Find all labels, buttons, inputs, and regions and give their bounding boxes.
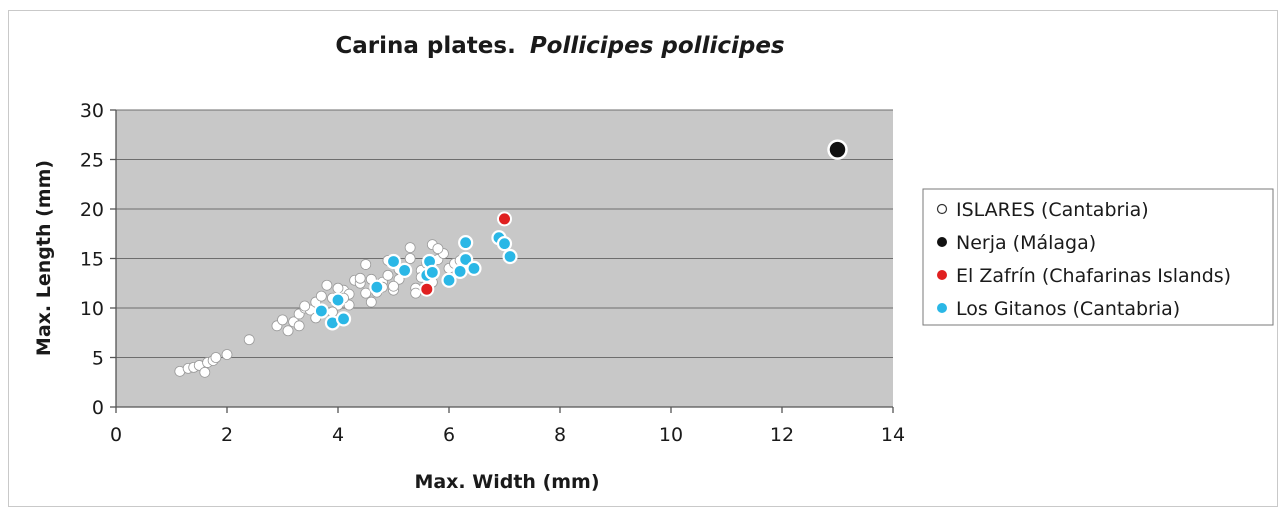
legend-label-3: Los Gitanos (Cantabria) [956, 298, 1180, 320]
x-tick-label-10: 10 [659, 424, 683, 446]
y-axis-title: Max. Length (mm) [33, 160, 55, 356]
data-point-s0-12 [282, 325, 294, 337]
data-point-s0-55 [404, 253, 416, 264]
data-point-s0-46 [360, 287, 372, 299]
data-point-s3-13 [458, 251, 474, 268]
chart-title-main: Carina plates. [335, 33, 515, 59]
data-point-s0-49 [410, 287, 422, 299]
x-tick-label-12: 12 [770, 424, 794, 446]
data-point-s3-2 [330, 292, 346, 308]
data-points [174, 139, 848, 378]
legend-label-1: Nerja (Málaga) [956, 232, 1096, 254]
data-point-s0-27 [365, 296, 377, 308]
legend-marker-0 [936, 203, 948, 215]
data-point-s3-3 [335, 311, 352, 327]
x-tick-label-2: 2 [221, 424, 233, 446]
data-point-s3-16 [496, 236, 513, 252]
data-point-s0-9 [243, 334, 255, 346]
data-point-s2-0 [419, 281, 435, 297]
data-point-s3-6 [397, 262, 413, 278]
data-point-s0-19 [321, 279, 333, 291]
x-axis-title: Max. Width (mm) [414, 471, 599, 493]
data-point-s3-9 [424, 264, 440, 280]
chart-title-species: Pollicipes pollicipes [530, 33, 785, 59]
data-point-s0-60 [388, 280, 399, 292]
data-point-s3-10 [441, 272, 457, 288]
x-tick-label-14: 14 [881, 424, 905, 446]
data-point-s0-57 [299, 300, 311, 312]
y-tick-label-25: 25 [80, 150, 104, 172]
data-point-s0-52 [332, 282, 344, 294]
legend-marker-1 [937, 237, 947, 247]
y-tick-label-10: 10 [80, 298, 104, 320]
data-point-s3-11 [452, 263, 468, 279]
data-point-s3-4 [369, 279, 385, 295]
y-tick-label-0: 0 [92, 397, 104, 419]
data-point-s0-34 [404, 242, 416, 254]
data-point-s0-18 [315, 290, 327, 302]
data-point-s0-42 [293, 320, 305, 332]
tick-labels: 0 5 10 15 20 25 30 0 2 4 6 8 10 12 14 [80, 100, 905, 446]
data-point-s0-53 [354, 272, 366, 284]
data-point-s0-11 [277, 314, 288, 326]
data-point-s0-26 [360, 259, 372, 270]
data-point-s0-8 [221, 349, 233, 360]
legend-label-2: El Zafrín (Chafarinas Islands) [956, 265, 1231, 287]
y-tick-label-20: 20 [80, 199, 104, 221]
y-tick-label-5: 5 [92, 348, 104, 370]
data-point-s3-5 [385, 253, 402, 270]
x-tick-label-6: 6 [443, 424, 455, 446]
data-point-s3-12 [458, 235, 474, 251]
data-point-s0-56 [432, 243, 444, 255]
axes [110, 109, 894, 413]
data-point-s3-14 [466, 260, 482, 276]
legend-marker-3 [937, 303, 947, 313]
chart-title: Carina plates. Pollicipes pollicipes [335, 33, 784, 59]
legend-box [922, 188, 1274, 326]
y-tick-label-15: 15 [80, 249, 104, 271]
data-point-s0-4 [199, 366, 211, 378]
data-point-s2-1 [497, 211, 512, 227]
data-point-s0-30 [382, 269, 394, 281]
legend: ISLARES (Cantabria) Nerja (Málaga) El Zafr… [922, 188, 1274, 326]
x-tick-label-0: 0 [110, 424, 122, 446]
data-point-s3-0 [313, 303, 329, 319]
data-point-s0-7 [210, 352, 222, 363]
x-tick-label-4: 4 [332, 424, 344, 446]
y-tick-label-30: 30 [80, 100, 104, 122]
legend-label-0: ISLARES (Cantabria) [956, 199, 1149, 221]
x-tick-label-8: 8 [554, 424, 566, 446]
legend-marker-2 [937, 270, 947, 280]
data-point-s3-17 [502, 248, 518, 265]
data-point-s1-0 [827, 139, 848, 160]
